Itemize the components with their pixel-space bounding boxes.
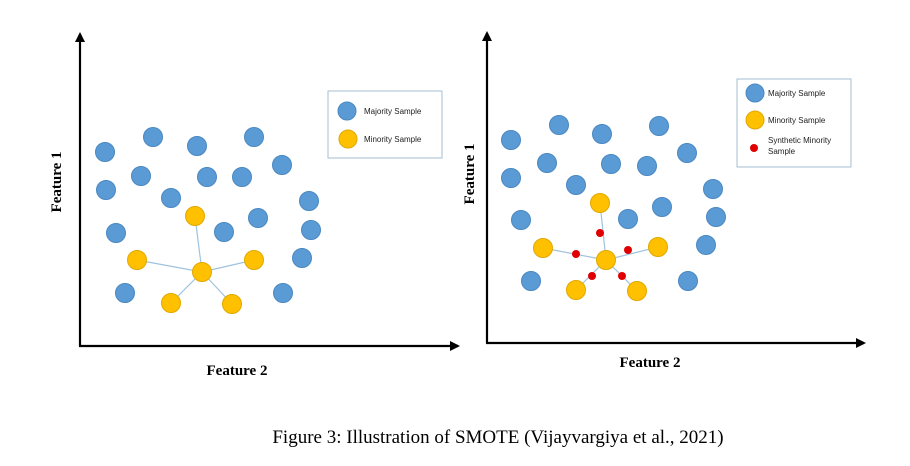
minority-sample-point (222, 294, 242, 314)
legend-majority-label: Majority Sample (768, 89, 826, 98)
minority-sample-point (161, 293, 181, 313)
left-connectors (136, 215, 255, 305)
synthetic-minority-point (618, 272, 626, 280)
majority-sample-point (677, 143, 697, 163)
legend-majority-marker (337, 101, 357, 121)
majority-sample-point (143, 127, 163, 147)
legend-majority-label: Majority Sample (364, 107, 422, 116)
minority-sample-point (192, 262, 212, 282)
right-panel: Feature 1 Feature 2 Majority Sample Mino… (462, 31, 866, 371)
majority-sample-point (299, 191, 319, 211)
legend-synthetic-label-line2: Sample (768, 147, 796, 156)
right-y-axis-label: Feature 1 (462, 144, 478, 205)
left-panel: Feature 1 Feature 2 Majority Sample Mino… (49, 32, 460, 379)
right-connectors (542, 202, 659, 292)
legend-minority-label: Minority Sample (364, 135, 422, 144)
majority-sample-point (161, 188, 181, 208)
majority-sample-point (131, 166, 151, 186)
legend-majority-marker (745, 83, 765, 103)
minority-sample-point (566, 280, 586, 300)
left-x-axis-label: Feature 2 (207, 363, 268, 379)
majority-sample-point (292, 248, 312, 268)
figure-caption-text: Figure 3: Illustration of SMOTE (Vijayva… (272, 427, 724, 448)
right-points (501, 115, 726, 301)
majority-sample-point (706, 207, 726, 227)
legend-minority-label: Minority Sample (768, 116, 826, 125)
majority-sample-point (244, 127, 264, 147)
majority-sample-point (649, 116, 669, 136)
majority-sample-point (592, 124, 612, 144)
majority-sample-point (95, 142, 115, 162)
majority-sample-point (272, 155, 292, 175)
majority-sample-point (501, 168, 521, 188)
majority-sample-point (637, 156, 657, 176)
majority-sample-point (115, 283, 135, 303)
majority-sample-point (652, 197, 672, 217)
majority-sample-point (248, 208, 268, 228)
legend-minority-marker (745, 110, 765, 130)
synthetic-minority-point (596, 229, 604, 237)
legend-minority-marker (338, 129, 358, 149)
minority-sample-point (590, 193, 610, 213)
majority-sample-point (601, 154, 621, 174)
minority-sample-point (127, 250, 147, 270)
majority-sample-point (232, 167, 252, 187)
majority-sample-point (566, 175, 586, 195)
minority-sample-point (627, 281, 647, 301)
legend-synthetic-marker (750, 144, 758, 152)
majority-sample-point (703, 179, 723, 199)
majority-sample-point (537, 153, 557, 173)
majority-sample-point (106, 223, 126, 243)
majority-sample-point (678, 271, 698, 291)
majority-sample-point (96, 180, 116, 200)
majority-sample-point (301, 220, 321, 240)
majority-sample-point (501, 130, 521, 150)
majority-sample-point (549, 115, 569, 135)
synthetic-minority-point (588, 272, 596, 280)
minority-neighbor-link (136, 259, 203, 273)
left-points (95, 127, 321, 314)
majority-sample-point (214, 222, 234, 242)
legend-synthetic-label-line1: Synthetic Minority (768, 136, 831, 145)
left-y-axis-label: Feature 1 (49, 152, 65, 213)
synthetic-minority-point (624, 246, 632, 254)
majority-sample-point (696, 235, 716, 255)
left-legend: Majority Sample Minority Sample (327, 90, 443, 159)
majority-sample-point (511, 210, 531, 230)
minority-sample-point (533, 238, 553, 258)
minority-sample-point (648, 237, 668, 257)
majority-sample-point (197, 167, 217, 187)
minority-sample-point (596, 250, 616, 270)
majority-sample-point (273, 283, 293, 303)
figure-caption: Figure 3: Illustration of SMOTE (Vijayva… (0, 427, 910, 449)
right-legend: Majority Sample Minority Sample Syntheti… (736, 78, 852, 168)
minority-sample-point (244, 250, 264, 270)
majority-sample-point (521, 271, 541, 291)
right-x-axis-label: Feature 2 (620, 355, 681, 371)
majority-sample-point (618, 209, 638, 229)
synthetic-minority-point (572, 250, 580, 258)
minority-sample-point (185, 206, 205, 226)
majority-sample-point (187, 136, 207, 156)
